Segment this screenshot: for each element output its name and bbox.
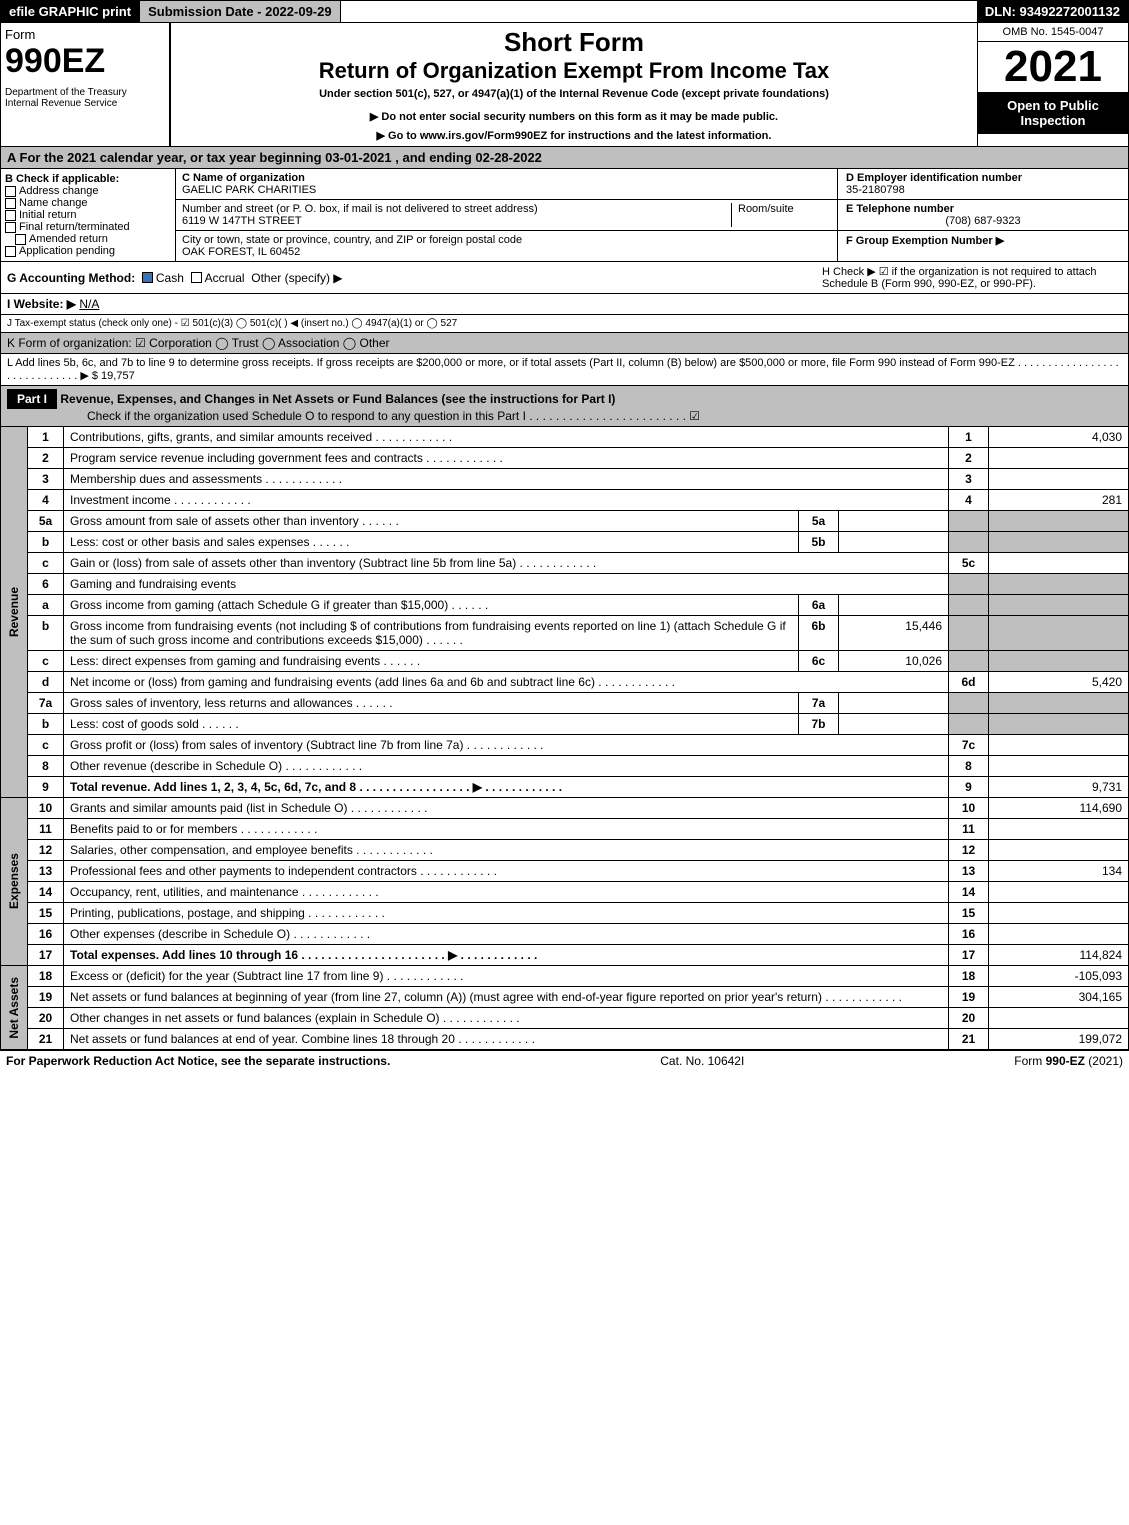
street: 6119 W 147TH STREET: [182, 215, 302, 227]
city: OAK FOREST, IL 60452: [182, 246, 300, 258]
dln: DLN: 93492272001132: [977, 1, 1128, 22]
chk-final[interactable]: [5, 222, 16, 233]
line-c: cGain or (loss) from sale of assets othe…: [1, 553, 1129, 574]
opt-final: Final return/terminated: [19, 221, 130, 233]
header: Form 990EZ Department of the Treasury In…: [0, 23, 1129, 147]
opt-cash: Cash: [156, 271, 184, 285]
dept: Department of the Treasury Internal Reve…: [5, 87, 165, 109]
box-e-label: E Telephone number: [846, 203, 954, 215]
line-k: K Form of organization: ☑ Corporation ◯ …: [0, 333, 1129, 354]
line-12: 12Salaries, other compensation, and empl…: [1, 840, 1129, 861]
line-4: 4Investment income . . . . . . . . . . .…: [1, 490, 1129, 511]
chk-amended[interactable]: [15, 234, 26, 245]
chk-pending[interactable]: [5, 246, 16, 257]
box-d-label: D Employer identification number: [846, 172, 1022, 184]
line-g: G Accounting Method: Cash Accrual Other …: [0, 262, 1129, 294]
entity-block: B Check if applicable: Address change Na…: [0, 169, 1129, 262]
street-label: Number and street (or P. O. box, if mail…: [182, 203, 538, 215]
line-1: Revenue1Contributions, gifts, grants, an…: [1, 427, 1129, 448]
opt-pending: Application pending: [19, 245, 115, 257]
line-i: I Website: ▶ N/A: [0, 294, 1129, 315]
footer-mid: Cat. No. 10642I: [660, 1054, 744, 1068]
form-number: 990EZ: [5, 42, 165, 81]
line-b: bGross income from fundraising events (n…: [1, 616, 1129, 651]
chk-name[interactable]: [5, 198, 16, 209]
line-13: 13Professional fees and other payments t…: [1, 861, 1129, 882]
org-name: GAELIC PARK CHARITIES: [182, 184, 316, 196]
section-a: A For the 2021 calendar year, or tax yea…: [0, 147, 1129, 169]
opt-amended: Amended return: [29, 233, 108, 245]
title-main: Return of Organization Exempt From Incom…: [175, 58, 973, 84]
line-19: 19Net assets or fund balances at beginni…: [1, 987, 1129, 1008]
part1-bar: Part I: [7, 389, 57, 409]
tax-year: 2021: [978, 42, 1128, 92]
subtitle: Under section 501(c), 527, or 4947(a)(1)…: [175, 88, 973, 100]
line-i-label: I Website: ▶: [7, 297, 76, 311]
warning: ▶ Do not enter social security numbers o…: [175, 110, 973, 123]
line-9: 9Total revenue. Add lines 1, 2, 3, 4, 5c…: [1, 777, 1129, 798]
footer: For Paperwork Reduction Act Notice, see …: [0, 1050, 1129, 1071]
line-j: J Tax-exempt status (check only one) - ☑…: [0, 315, 1129, 333]
line-17: 17Total expenses. Add lines 10 through 1…: [1, 945, 1129, 966]
line-10: Expenses10Grants and similar amounts pai…: [1, 798, 1129, 819]
box-b-label: B Check if applicable:: [5, 173, 171, 185]
ein: 35-2180798: [846, 184, 905, 196]
line-11: 11Benefits paid to or for members . . . …: [1, 819, 1129, 840]
line-14: 14Occupancy, rent, utilities, and mainte…: [1, 882, 1129, 903]
box-f-label: F Group Exemption Number ▶: [846, 235, 1004, 247]
line-l: L Add lines 5b, 6c, and 7b to line 9 to …: [0, 354, 1129, 386]
line-7a: 7aGross sales of inventory, less returns…: [1, 693, 1129, 714]
line-6: 6Gaming and fundraising events: [1, 574, 1129, 595]
chk-accrual[interactable]: [191, 272, 202, 283]
line-a: aGross income from gaming (attach Schedu…: [1, 595, 1129, 616]
phone: (708) 687-9323: [846, 215, 1120, 227]
footer-right: Form 990-EZ (2021): [1014, 1054, 1123, 1068]
footer-left: For Paperwork Reduction Act Notice, see …: [6, 1054, 390, 1068]
line-5a: 5aGross amount from sale of assets other…: [1, 511, 1129, 532]
title-short: Short Form: [175, 27, 973, 58]
line-20: 20Other changes in net assets or fund ba…: [1, 1008, 1129, 1029]
line-h: H Check ▶ ☑ if the organization is not r…: [822, 265, 1122, 290]
chk-address[interactable]: [5, 186, 16, 197]
line-b: bLess: cost of goods sold . . . . . .7b: [1, 714, 1129, 735]
submission-date: Submission Date - 2022-09-29: [140, 1, 341, 22]
part1-check: Check if the organization used Schedule …: [87, 409, 700, 423]
chk-cash[interactable]: [142, 272, 153, 283]
line-b: bLess: cost or other basis and sales exp…: [1, 532, 1129, 553]
omb: OMB No. 1545-0047: [978, 23, 1128, 42]
line-2: 2Program service revenue including gover…: [1, 448, 1129, 469]
opt-name: Name change: [19, 197, 88, 209]
city-label: City or town, state or province, country…: [182, 234, 522, 246]
website: N/A: [79, 297, 379, 311]
room-label: Room/suite: [738, 203, 794, 215]
line-3: 3Membership dues and assessments . . . .…: [1, 469, 1129, 490]
form-label: Form: [5, 27, 165, 42]
goto-link[interactable]: ▶ Go to www.irs.gov/Form990EZ for instru…: [175, 129, 973, 142]
opt-accrual: Accrual: [205, 271, 245, 285]
line-d: dNet income or (loss) from gaming and fu…: [1, 672, 1129, 693]
line-21: 21Net assets or fund balances at end of …: [1, 1029, 1129, 1050]
line-16: 16Other expenses (describe in Schedule O…: [1, 924, 1129, 945]
topbar: efile GRAPHIC print Submission Date - 20…: [0, 0, 1129, 23]
line-18: Net Assets18Excess or (deficit) for the …: [1, 966, 1129, 987]
line-c: cLess: direct expenses from gaming and f…: [1, 651, 1129, 672]
line-c: cGross profit or (loss) from sales of in…: [1, 735, 1129, 756]
opt-other: Other (specify) ▶: [251, 271, 342, 285]
line-8: 8Other revenue (describe in Schedule O) …: [1, 756, 1129, 777]
line-g-label: G Accounting Method:: [7, 271, 135, 285]
opt-address: Address change: [19, 185, 99, 197]
line-15: 15Printing, publications, postage, and s…: [1, 903, 1129, 924]
box-c-label: C Name of organization: [182, 172, 305, 184]
opt-initial: Initial return: [19, 209, 76, 221]
chk-initial[interactable]: [5, 210, 16, 221]
lines-table: Revenue1Contributions, gifts, grants, an…: [0, 427, 1129, 1050]
efile-btn[interactable]: efile GRAPHIC print: [1, 1, 140, 22]
open-inspection: Open to Public Inspection: [978, 92, 1128, 134]
part1-header: Part I Revenue, Expenses, and Changes in…: [0, 386, 1129, 427]
part1-title: Revenue, Expenses, and Changes in Net As…: [60, 392, 615, 406]
